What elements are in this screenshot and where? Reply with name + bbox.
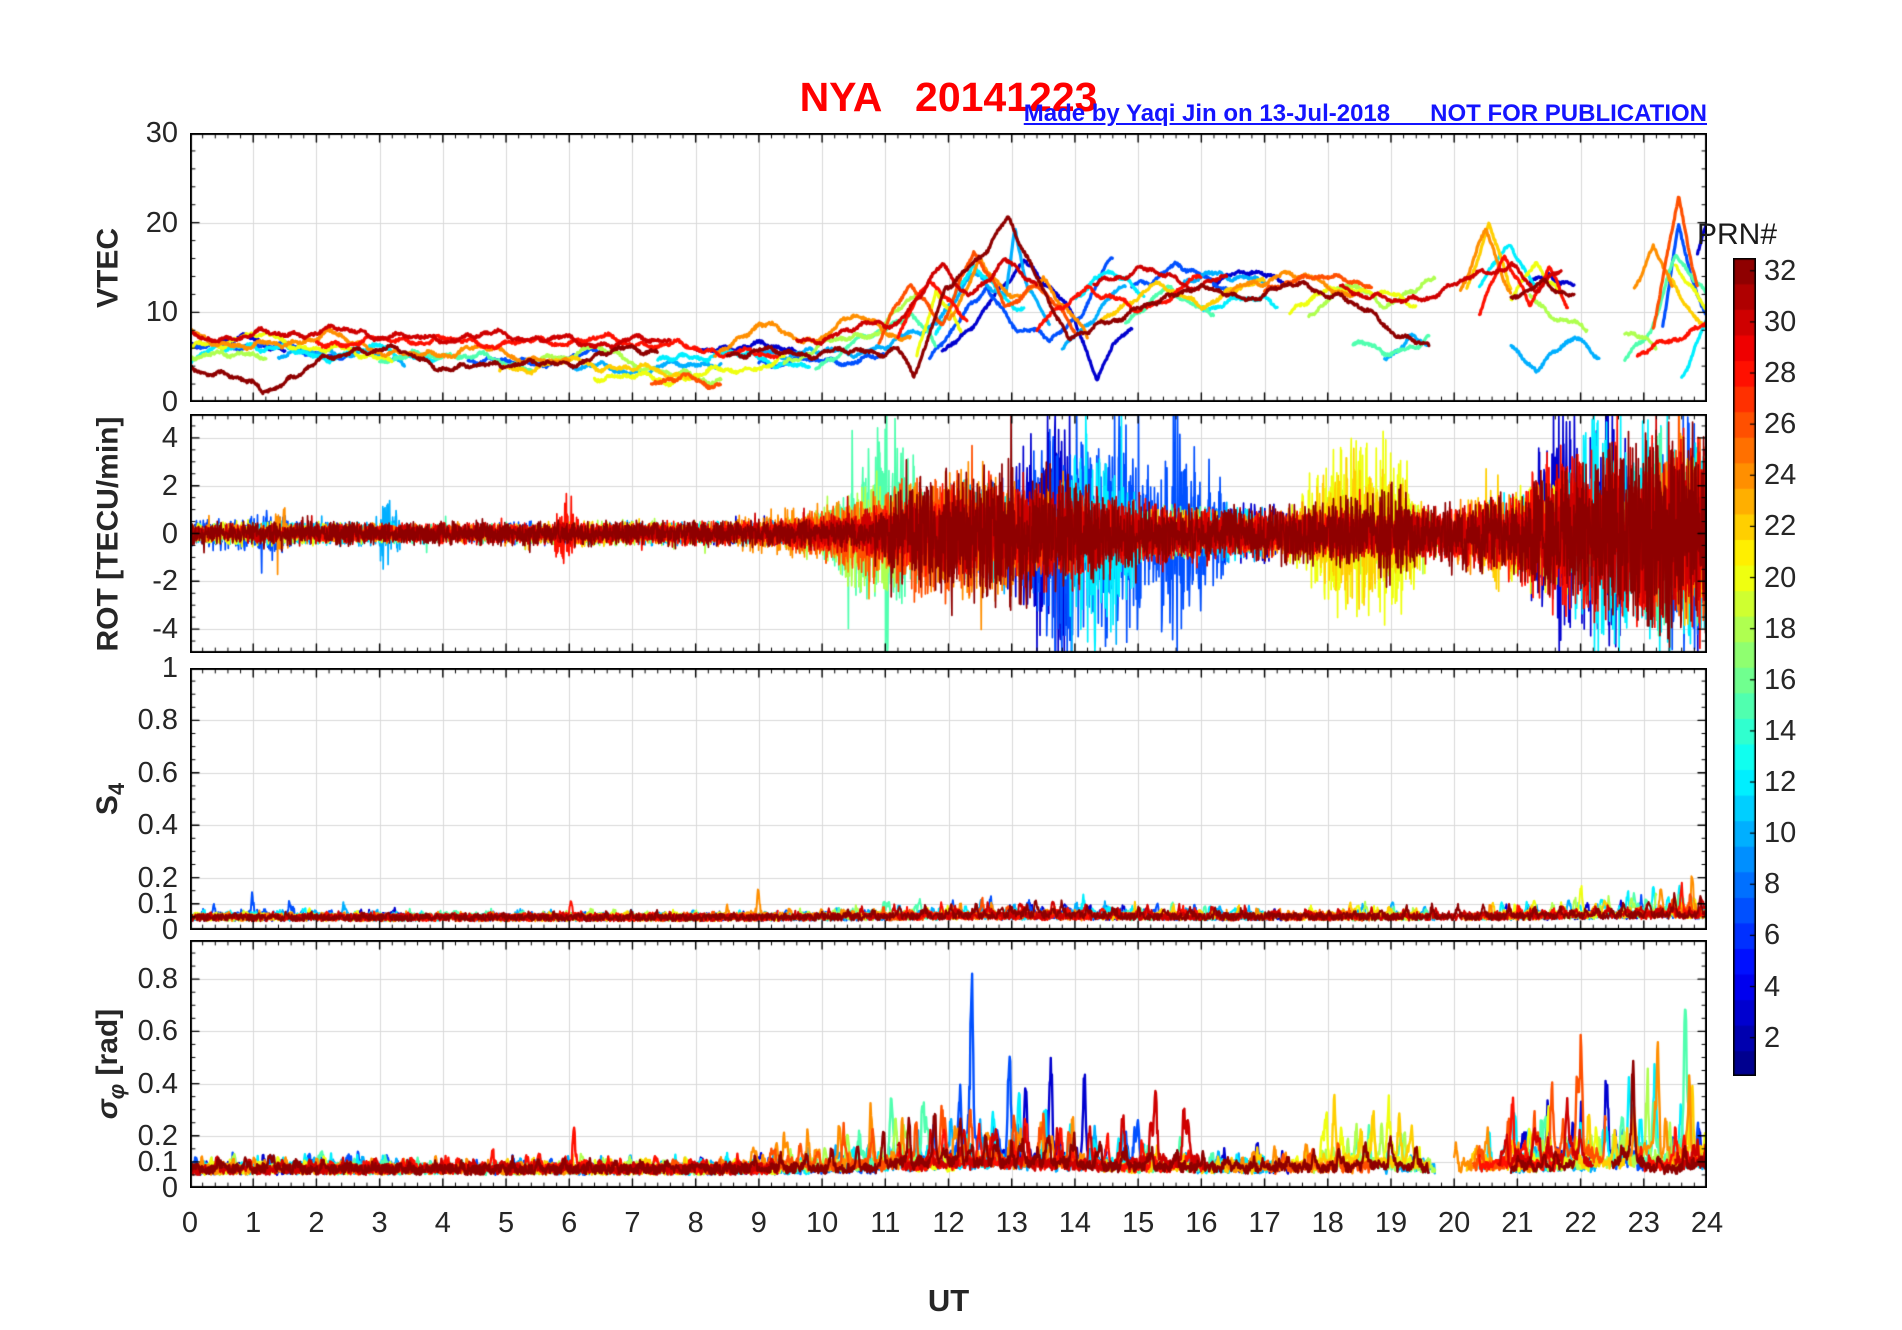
x-tick-label: 3 [371, 1207, 388, 1239]
ylabel-vtec: VTEC [91, 227, 124, 308]
colorbar-tick-label: 20 [1764, 561, 1797, 594]
x-tick-label: 11 [870, 1207, 901, 1239]
y-tick-label: 0 [161, 386, 178, 418]
colorbar [1733, 258, 1756, 1076]
y-tick-label: 4 [161, 421, 178, 454]
y-tick-label: 0.2 [137, 861, 178, 894]
y-tick-label: 30 [145, 117, 178, 149]
x-tick-label: 7 [624, 1207, 641, 1239]
x-tick-label: 14 [1058, 1207, 1092, 1239]
colorbar-tick-label: 10 [1764, 817, 1797, 850]
x-tick-label: 21 [1501, 1207, 1534, 1239]
y-tick-label: 0 [161, 1172, 178, 1204]
vtec-plot-canvas [190, 133, 1707, 402]
colorbar-tick-label: 4 [1764, 970, 1781, 1003]
y-tick-label: 0.8 [137, 963, 178, 996]
colorbar-tick-label: 18 [1764, 612, 1797, 645]
y-tick-label: 0.1 [137, 1145, 178, 1178]
panel-s4 [190, 668, 1707, 930]
y-tick-label: 0 [161, 517, 178, 550]
y-tick-label: 2 [161, 469, 178, 502]
x-tick-label: 10 [805, 1207, 839, 1239]
x-tick-label: 8 [687, 1207, 704, 1239]
x-tick-label: 23 [1627, 1207, 1660, 1239]
colorbar-tick-label: 28 [1764, 357, 1797, 390]
y-tick-label: 20 [145, 206, 178, 239]
y-tick-label: 0.4 [137, 809, 178, 842]
y-tick-label: 0.8 [137, 704, 178, 737]
x-tick-label: 20 [1438, 1207, 1471, 1239]
y-tick-label: -2 [152, 565, 178, 598]
x-tick-label: 19 [1374, 1207, 1408, 1239]
ylabel-sigma_phi: σφ [rad] [91, 1008, 129, 1120]
colorbar-tick-label: 2 [1764, 1021, 1781, 1054]
x-tick-label: 1 [245, 1207, 262, 1239]
colorbar-tick-label: 16 [1764, 663, 1797, 696]
colorbar-tick-label: 30 [1764, 305, 1797, 338]
y-tick-label: 0.6 [137, 756, 178, 789]
colorbar-tick-label: 6 [1764, 919, 1781, 952]
x-tick-label: 2 [308, 1207, 325, 1239]
rot-plot-canvas [190, 414, 1707, 653]
y-tick-label: 0.4 [137, 1067, 178, 1100]
x-tick-label: 4 [434, 1207, 451, 1239]
y-tick-label: 0.1 [137, 887, 178, 920]
panel-rot [190, 414, 1707, 653]
plot-title: NYA 20141223 [799, 74, 1098, 120]
colorbar-title: PRN# [1697, 218, 1778, 251]
x-tick-label: 12 [932, 1207, 965, 1239]
x-tick-label: 6 [561, 1207, 578, 1239]
s4-plot-canvas [190, 668, 1707, 930]
panel-vtec [190, 133, 1707, 402]
colorbar-tick-label: 12 [1764, 766, 1797, 799]
x-axis-label: UT [927, 1283, 970, 1318]
x-tick-label: 17 [1248, 1207, 1281, 1239]
y-tick-label: 1 [161, 652, 178, 684]
x-tick-label: 5 [497, 1207, 515, 1239]
colorbar-tick-label: 32 [1764, 254, 1797, 287]
x-tick-label: 13 [995, 1207, 1028, 1239]
ylabel-rot: ROT [TECU/min] [91, 416, 124, 651]
watermark: Made by Yaqi Jin on 13-Jul-2018 NOT FOR … [1023, 100, 1707, 127]
x-tick-label: 0 [181, 1207, 199, 1239]
colorbar-tick-label: 26 [1764, 408, 1797, 441]
y-tick-label: 0.6 [137, 1015, 178, 1048]
colorbar-tick-label: 22 [1764, 510, 1797, 543]
colorbar-tick-label: 14 [1764, 714, 1797, 747]
x-tick-label: 18 [1311, 1207, 1344, 1239]
x-tick-label: 15 [1121, 1207, 1155, 1239]
ylabel-s4: S4 [91, 782, 129, 816]
x-tick-label: 16 [1185, 1207, 1218, 1239]
colorbar-tick-label: 8 [1764, 868, 1781, 901]
x-tick-label: 22 [1564, 1207, 1597, 1239]
colorbar-tick-label: 24 [1764, 459, 1797, 492]
panel-sigma-phi [190, 940, 1707, 1188]
y-tick-label: 0 [161, 914, 178, 946]
x-tick-label: 24 [1690, 1207, 1724, 1239]
y-tick-label: 10 [145, 296, 178, 329]
sigma-phi-plot-canvas [190, 940, 1707, 1188]
y-tick-label: -4 [152, 613, 178, 646]
x-tick-label: 9 [750, 1207, 767, 1239]
y-tick-label: 0.2 [137, 1119, 178, 1152]
